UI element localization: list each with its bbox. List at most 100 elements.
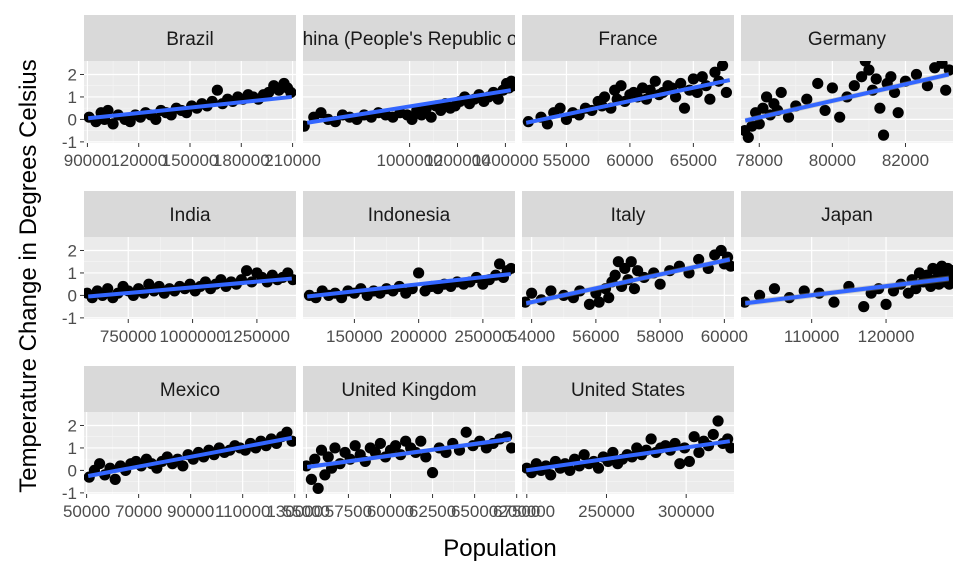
data-point (609, 269, 621, 281)
x-tick-label: 200000 (390, 327, 447, 346)
data-point (693, 253, 705, 266)
data-point (545, 469, 557, 481)
x-tick-label: 300000 (658, 502, 715, 521)
facet-strip (303, 191, 515, 237)
y-tick-label: -1 (62, 133, 77, 152)
facet-label: Mexico (160, 380, 220, 401)
x-tick-label: 82000 (882, 151, 929, 170)
data-point (691, 86, 703, 99)
x-tick-label: 58000 (636, 327, 683, 346)
x-tick-label: 1200000 (424, 151, 490, 170)
data-point (887, 285, 900, 297)
data-point (720, 86, 732, 99)
x-tick-label: 54000 (508, 327, 555, 346)
data-point (598, 91, 611, 103)
y-tick-label: 1 (68, 264, 77, 283)
data-point (413, 267, 425, 279)
y-axis-title: Temperature Change in Degrees Celsius (15, 59, 42, 493)
data-point (583, 298, 596, 310)
panel-france: France 55000 60000 65000 (522, 15, 734, 170)
panel-japan: Japan 110000 120000 (741, 191, 953, 346)
data-point (768, 283, 781, 295)
facet-label: United States (571, 380, 685, 401)
data-point (628, 283, 641, 295)
data-point (415, 435, 427, 447)
x-tick-label: 57500 (325, 502, 372, 521)
data-point (910, 283, 922, 295)
regression-line (525, 257, 731, 306)
regression-line (87, 435, 293, 478)
data-point (349, 440, 361, 452)
facet-label: Germany (808, 29, 887, 50)
data-point (921, 80, 934, 92)
data-point (669, 437, 681, 450)
x-tick-label: 200000 (498, 502, 555, 521)
y-tick-label: 2 (68, 416, 77, 435)
data-point (309, 453, 321, 465)
x-tick-label: 250000 (578, 502, 635, 521)
x-tick-label: 56000 (572, 327, 619, 346)
data-point (607, 446, 619, 459)
data-point (675, 77, 687, 90)
data-point (109, 473, 121, 485)
facet-label: Japan (821, 205, 873, 226)
regression-line (307, 272, 511, 299)
data-point (654, 278, 666, 290)
data-point (709, 66, 721, 78)
data-point (670, 91, 682, 103)
data-point (322, 451, 334, 463)
facet-strip (741, 15, 953, 61)
data-point (858, 301, 870, 313)
x-tick-label: 70000 (115, 502, 162, 521)
data-point (102, 104, 114, 117)
x-tick-label: 67500 (493, 502, 540, 521)
y-tick-label: 0 (68, 461, 77, 480)
x-tick-label: 55000 (543, 151, 590, 170)
data-point (716, 61, 729, 72)
regression-line (88, 276, 292, 299)
regression-line (744, 276, 950, 306)
y-tick-label: 2 (68, 65, 77, 84)
facet-strip (84, 366, 296, 412)
x-tick-label: 150000 (326, 327, 383, 346)
facet-strip (303, 15, 515, 61)
data-point (848, 80, 860, 92)
data-point (798, 285, 810, 297)
x-tick-label: 65000 (670, 151, 717, 170)
facet-strip (741, 191, 953, 237)
data-point (541, 118, 553, 130)
data-point (545, 285, 557, 297)
x-tick-label: 50000 (63, 502, 110, 521)
data-point (285, 86, 296, 99)
x-tick-label: 120000 (110, 151, 167, 170)
facet-label: United Kingdom (341, 380, 476, 401)
data-point (107, 118, 119, 130)
data-point (315, 107, 327, 119)
x-tick-label: 150000 (162, 151, 219, 170)
facet-label: Indonesia (368, 205, 451, 226)
x-tick-label: 90000 (64, 151, 111, 170)
data-point (603, 292, 615, 304)
panel-italy: Italy 54000 56000 58000 60000 (508, 191, 748, 346)
data-point (526, 287, 538, 299)
facet-label: Brazil (166, 29, 214, 50)
data-point (592, 462, 605, 474)
data-point (687, 73, 699, 85)
data-point (564, 464, 576, 477)
points-group (741, 61, 953, 143)
x-tick-label: 62500 (409, 502, 456, 521)
data-point (946, 265, 953, 277)
y-tick-label: -1 (62, 484, 77, 503)
data-point (683, 455, 695, 468)
x-tick-label: 65000 (451, 502, 498, 521)
facet-strip (522, 366, 734, 412)
facet-label: India (169, 205, 211, 226)
data-point (150, 113, 162, 126)
facet-label: France (598, 29, 657, 50)
x-tick-label: 1000000 (159, 327, 225, 346)
data-point (880, 298, 892, 310)
data-point (578, 449, 590, 461)
data-point (492, 93, 504, 105)
